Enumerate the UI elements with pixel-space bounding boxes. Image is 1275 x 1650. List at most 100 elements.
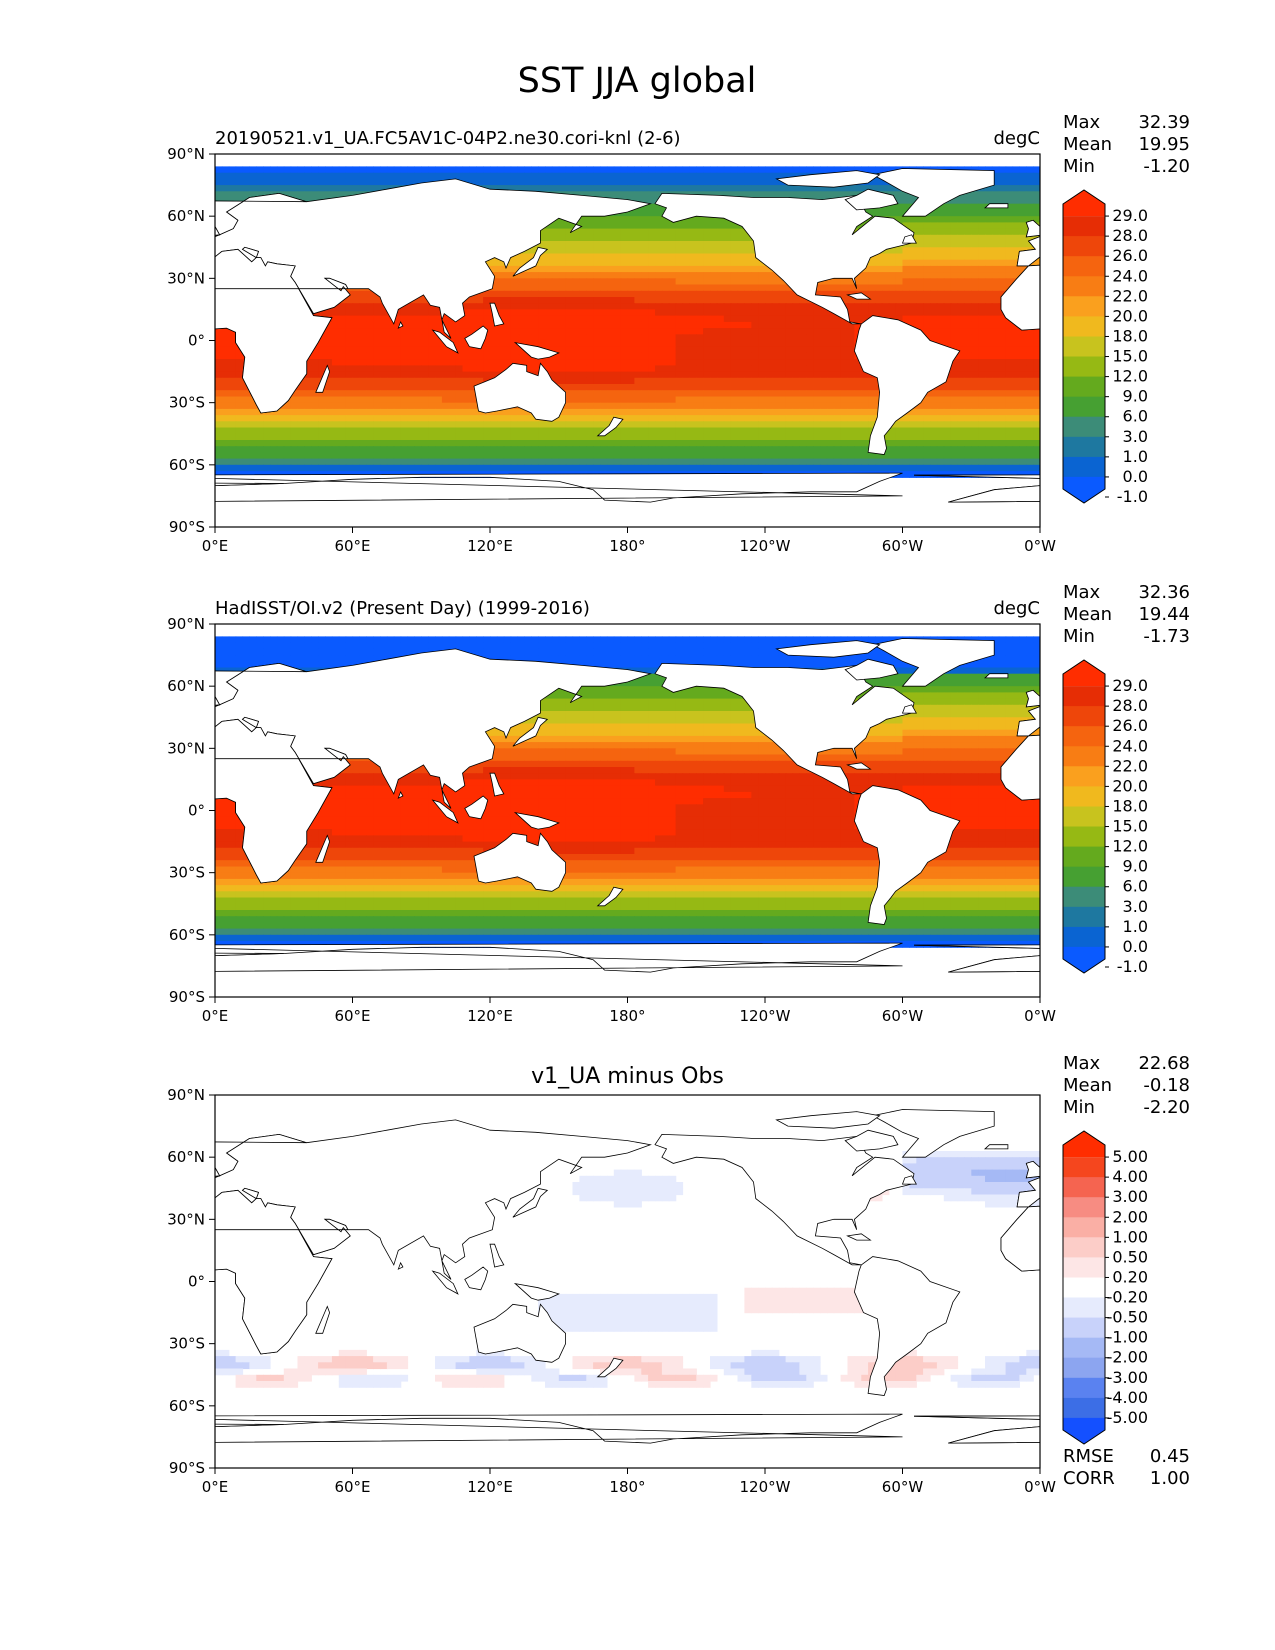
field-cell (957, 340, 965, 348)
field-cell (675, 377, 684, 385)
field-cell (270, 172, 278, 180)
field-cell (655, 408, 663, 416)
field-cell (813, 290, 821, 298)
field-cell (765, 365, 773, 373)
field-cell (710, 359, 718, 366)
field-cell (696, 284, 704, 292)
field-cell (249, 191, 257, 199)
field-cell (325, 396, 333, 404)
field-cell (586, 241, 594, 248)
field-cell (943, 321, 952, 329)
field-cell (964, 365, 972, 373)
field-cell (792, 321, 800, 329)
field-cell (668, 309, 677, 317)
field-cell (730, 371, 739, 379)
field-cell (558, 377, 567, 385)
field-cell (558, 421, 567, 429)
field-cell (847, 352, 855, 360)
field-cell (655, 247, 663, 255)
field-cell (771, 359, 780, 366)
field-cell (634, 384, 642, 391)
field-cell (909, 297, 917, 304)
field-cell (641, 290, 649, 298)
field-cell (765, 303, 773, 310)
field-cell (627, 209, 635, 217)
field-cell (428, 408, 436, 416)
field-cell (579, 278, 587, 286)
field-cell (991, 290, 1000, 298)
field-cell (875, 265, 883, 273)
field-cell (421, 297, 429, 304)
field-cell (579, 185, 587, 192)
field-cell (675, 421, 684, 429)
field-cell (641, 371, 649, 379)
field-cell (964, 222, 972, 230)
field-cell (565, 297, 574, 304)
field-cell (600, 309, 608, 317)
field-cell (304, 365, 312, 373)
field-cell (758, 359, 766, 366)
field-cell (476, 172, 484, 180)
field-cell (682, 216, 690, 223)
field-cell (496, 290, 505, 298)
field-cell (813, 402, 821, 410)
field-cell (902, 222, 910, 230)
field-cell (888, 303, 897, 310)
field-cell (936, 284, 945, 292)
field-cell (1005, 415, 1014, 422)
field-cell (668, 340, 677, 348)
field-cell (221, 346, 230, 354)
field-cell (359, 402, 367, 410)
field-cell (634, 352, 642, 360)
field-cell (648, 290, 656, 298)
field-cell (710, 290, 718, 298)
field-cell (978, 234, 986, 242)
field-cell (875, 290, 883, 298)
field-cell (661, 352, 670, 360)
field-cell (978, 166, 986, 174)
field-cell (1019, 185, 1027, 192)
field-cell (469, 365, 477, 373)
field-cell (331, 352, 340, 360)
field-cell (820, 309, 828, 317)
field-cell (710, 377, 718, 385)
field-cell (215, 166, 223, 174)
field-cell (545, 309, 553, 317)
field-cell (950, 396, 959, 404)
field-cell (331, 315, 340, 323)
field-cell (703, 352, 711, 360)
field-cell (428, 334, 436, 342)
field-cell (386, 371, 395, 379)
field-cell (730, 253, 739, 261)
field-cell (930, 278, 938, 286)
field-cell (936, 234, 945, 242)
field-cell (991, 247, 1000, 255)
field-cell (723, 334, 732, 342)
field-cell (998, 371, 1007, 379)
field-cell (847, 284, 855, 292)
field-cell (820, 315, 828, 323)
field-cell (551, 371, 560, 379)
field-cell (696, 178, 704, 186)
field-cell (579, 421, 587, 429)
field-cell (813, 340, 821, 348)
field-cell (648, 278, 656, 286)
field-cell (545, 340, 553, 348)
field-cell (778, 390, 787, 397)
field-cell (503, 178, 512, 186)
field-cell (703, 259, 711, 267)
field-cell (1019, 222, 1027, 230)
field-cell (352, 359, 360, 366)
field-cell (888, 284, 897, 292)
field-cell (737, 178, 745, 186)
field-cell (517, 309, 525, 317)
field-cell (352, 340, 360, 348)
field-cell (723, 340, 732, 348)
field-cell (503, 321, 512, 329)
field-cell (517, 166, 525, 174)
field-cell (861, 408, 869, 416)
field-cell (600, 222, 608, 230)
field-cell (737, 278, 745, 286)
field-cell (579, 352, 587, 360)
field-cell (283, 166, 292, 174)
